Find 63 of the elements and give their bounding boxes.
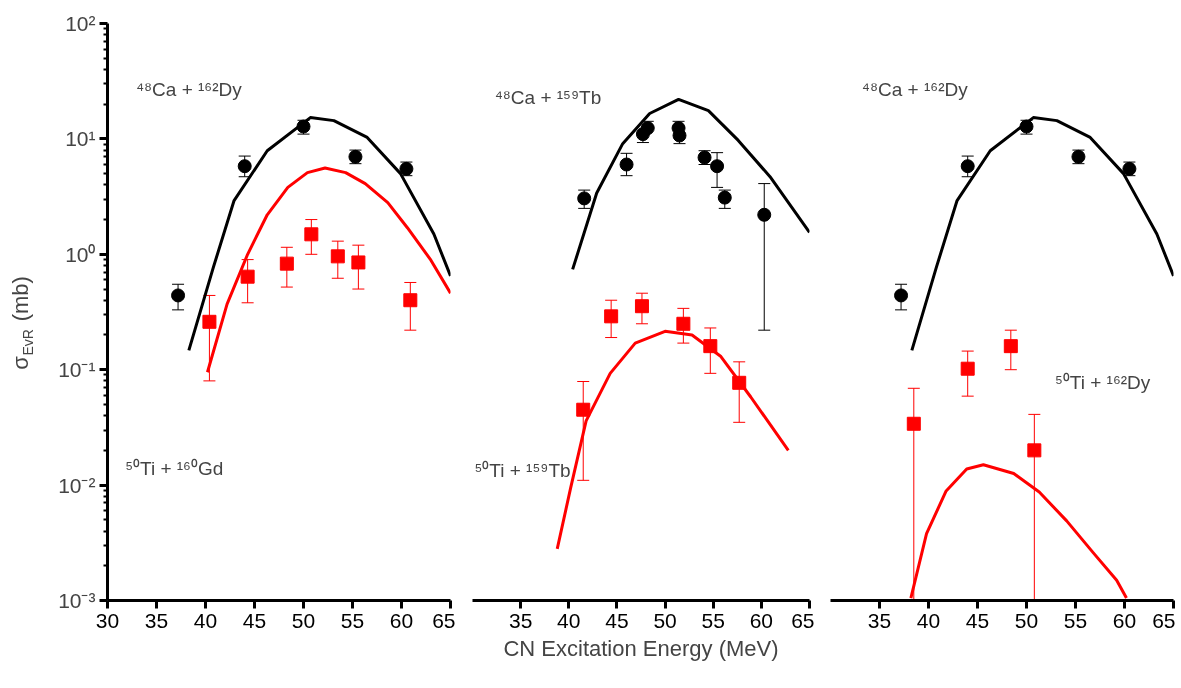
x-tick-label: 55 (340, 608, 365, 632)
point (171, 288, 186, 303)
line-series (187, 116, 451, 352)
point (676, 316, 691, 331)
x-tick-label: 55 (1063, 608, 1088, 632)
x-tick-label: 65 (791, 608, 815, 632)
x-tick-label: 40 (193, 608, 218, 632)
annotation: ⁵⁰Ti + ¹⁶²Dy (1054, 371, 1151, 393)
point (894, 288, 909, 303)
point (960, 159, 975, 174)
point (202, 314, 217, 329)
x-tick-label: 65 (1152, 608, 1176, 632)
x-tick-label: 50 (291, 608, 316, 632)
point (732, 375, 747, 390)
y-tick-label: 10⁰ (65, 242, 96, 266)
point (279, 256, 294, 271)
point (1027, 443, 1042, 458)
point (576, 402, 591, 417)
y-tick-label: 10⁻¹ (58, 358, 96, 382)
x-tick-label: 60 (389, 608, 414, 632)
point (960, 361, 975, 376)
x-tick-label: 40 (557, 608, 581, 632)
point (1003, 339, 1018, 354)
y-tick-label: 10⁻³ (58, 589, 96, 612)
x-tick-label: 45 (965, 608, 990, 632)
point (240, 269, 255, 284)
point (604, 309, 619, 324)
point (757, 207, 772, 222)
x-tick-label: 45 (605, 608, 629, 632)
x-tick-label: 35 (508, 608, 533, 632)
annotation: ⁴⁸Ca + ¹⁶²Dy (861, 78, 969, 100)
y-axis-title: σEvR (mb) (8, 276, 36, 370)
x-tick-label: 40 (916, 608, 941, 632)
x-tick-label: 60 (749, 608, 774, 632)
x-tick-label: 60 (1112, 608, 1137, 632)
point (710, 159, 725, 174)
point (634, 299, 649, 314)
y-tick-label: 10² (65, 12, 96, 35)
annotation: ⁴⁸Ca + ¹⁶²Dy (135, 78, 243, 100)
point (304, 227, 319, 242)
x-tick-label: 65 (432, 608, 456, 632)
point (640, 121, 655, 136)
point (717, 190, 732, 205)
x-tick-label: 50 (653, 608, 677, 632)
point (906, 416, 921, 431)
point (703, 339, 718, 354)
point (403, 293, 418, 308)
point (351, 255, 366, 270)
x-tick-label: 55 (701, 608, 725, 632)
point (619, 157, 634, 172)
x-tick-label: 30 (95, 608, 120, 632)
x-tick-label: 45 (242, 608, 267, 632)
point (330, 249, 345, 264)
annotation: ⁴⁸Ca + ¹⁵⁹Tb (494, 86, 602, 108)
annotation: ⁵⁰Ti + ¹⁵⁹Tb (474, 459, 571, 481)
x-tick-label: 35 (867, 608, 892, 632)
point (237, 159, 252, 174)
x-tick-label: 50 (1014, 608, 1039, 632)
annotation: ⁵⁰Ti + ¹⁶⁰Gd (125, 458, 224, 480)
y-tick-label: 10¹ (65, 127, 96, 151)
x-axis-title: CN Excitation Energy (MeV) (503, 635, 779, 661)
y-tick-label: 10⁻² (58, 473, 96, 497)
x-tick-label: 35 (144, 608, 169, 632)
